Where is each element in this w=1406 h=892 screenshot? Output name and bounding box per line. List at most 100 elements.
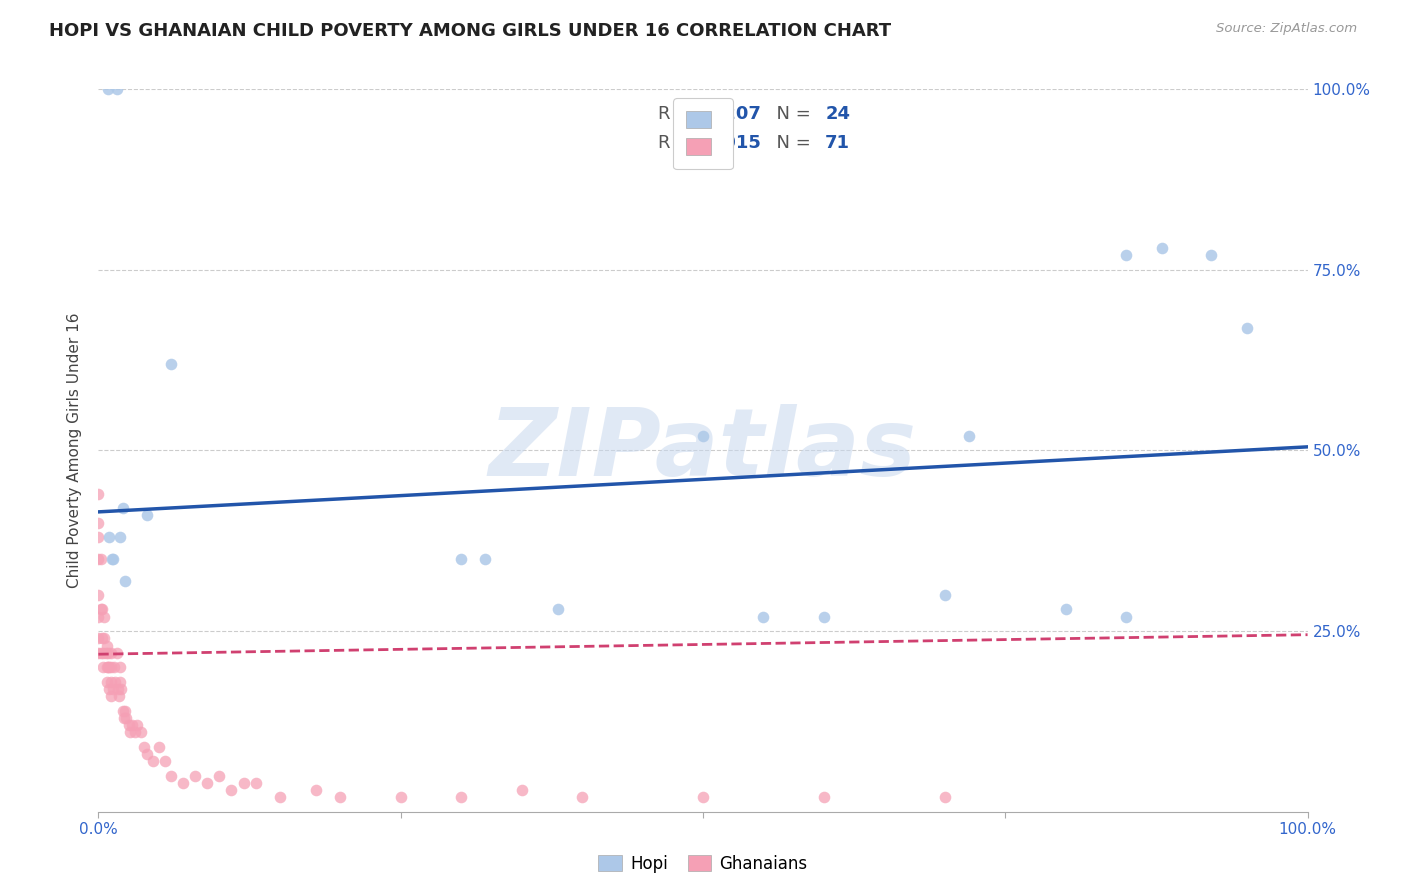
Point <box>87 632 110 646</box>
Point <box>96 674 118 689</box>
Y-axis label: Child Poverty Among Girls Under 16: Child Poverty Among Girls Under 16 <box>67 313 83 588</box>
Point <box>752 609 775 624</box>
Point <box>97 82 120 96</box>
Point <box>245 776 267 790</box>
Text: 24: 24 <box>825 105 851 123</box>
Point <box>153 754 176 768</box>
Point <box>100 551 122 566</box>
Point <box>107 681 129 696</box>
Point <box>135 508 157 523</box>
Point <box>160 357 183 371</box>
Point <box>93 609 115 624</box>
Point <box>184 769 207 783</box>
Point <box>100 660 122 674</box>
Point <box>105 82 128 96</box>
Point <box>813 609 835 624</box>
Point <box>90 602 112 616</box>
Point <box>91 602 114 616</box>
Point <box>90 646 112 660</box>
Legend: , : , <box>673 98 733 169</box>
Point <box>98 681 121 696</box>
Point <box>101 681 124 696</box>
Text: N =: N = <box>765 105 815 123</box>
Point <box>571 790 593 805</box>
Point <box>160 769 183 783</box>
Point <box>105 646 128 660</box>
Point <box>510 783 533 797</box>
Point <box>118 718 141 732</box>
Point <box>98 530 121 544</box>
Point <box>87 516 110 530</box>
Text: Source: ZipAtlas.com: Source: ZipAtlas.com <box>1216 22 1357 36</box>
Text: 71: 71 <box>825 135 851 153</box>
Point <box>91 660 114 674</box>
Point <box>127 718 149 732</box>
Text: ZIPatlas: ZIPatlas <box>489 404 917 497</box>
Point <box>474 551 496 566</box>
Point <box>94 646 117 660</box>
Point <box>96 639 118 653</box>
Point <box>934 790 956 805</box>
Point <box>305 783 328 797</box>
Text: R =: R = <box>658 105 697 123</box>
Point <box>129 725 152 739</box>
Point <box>101 551 124 566</box>
Point <box>90 551 112 566</box>
Point <box>112 711 135 725</box>
Point <box>692 429 714 443</box>
Point <box>329 790 352 805</box>
Point <box>208 769 231 783</box>
Point <box>450 551 472 566</box>
Text: 0.015: 0.015 <box>704 135 761 153</box>
Point <box>87 551 110 566</box>
Point <box>111 704 134 718</box>
Point <box>142 754 165 768</box>
Point <box>100 689 122 703</box>
Point <box>111 501 134 516</box>
Point <box>87 530 110 544</box>
Point <box>195 776 218 790</box>
Point <box>114 574 136 588</box>
Point <box>108 689 131 703</box>
Point <box>1236 320 1258 334</box>
Point <box>135 747 157 761</box>
Point <box>108 674 131 689</box>
Point <box>108 660 131 674</box>
Point <box>813 790 835 805</box>
Point <box>692 790 714 805</box>
Text: N =: N = <box>765 135 815 153</box>
Point <box>97 646 120 660</box>
Point <box>108 530 131 544</box>
Point <box>269 790 291 805</box>
Point <box>96 660 118 674</box>
Point <box>121 718 143 732</box>
Point <box>93 632 115 646</box>
Point <box>118 725 141 739</box>
Point <box>232 776 254 790</box>
Point <box>114 704 136 718</box>
Point <box>1115 248 1137 262</box>
Point <box>124 725 146 739</box>
Point <box>1152 241 1174 255</box>
Point <box>103 660 125 674</box>
Point <box>87 646 110 660</box>
Point <box>91 632 114 646</box>
Point <box>91 646 114 660</box>
Point <box>97 660 120 674</box>
Point <box>1199 248 1222 262</box>
Point <box>934 588 956 602</box>
Point <box>98 660 121 674</box>
Point <box>450 790 472 805</box>
Point <box>148 739 170 754</box>
Point <box>115 711 138 725</box>
Point <box>87 609 110 624</box>
Point <box>172 776 194 790</box>
Text: 0.207: 0.207 <box>704 105 761 123</box>
Point <box>87 588 110 602</box>
Point <box>100 646 122 660</box>
Point <box>389 790 412 805</box>
Point <box>104 674 127 689</box>
Point <box>134 739 156 754</box>
Text: R =: R = <box>658 135 697 153</box>
Point <box>100 674 122 689</box>
